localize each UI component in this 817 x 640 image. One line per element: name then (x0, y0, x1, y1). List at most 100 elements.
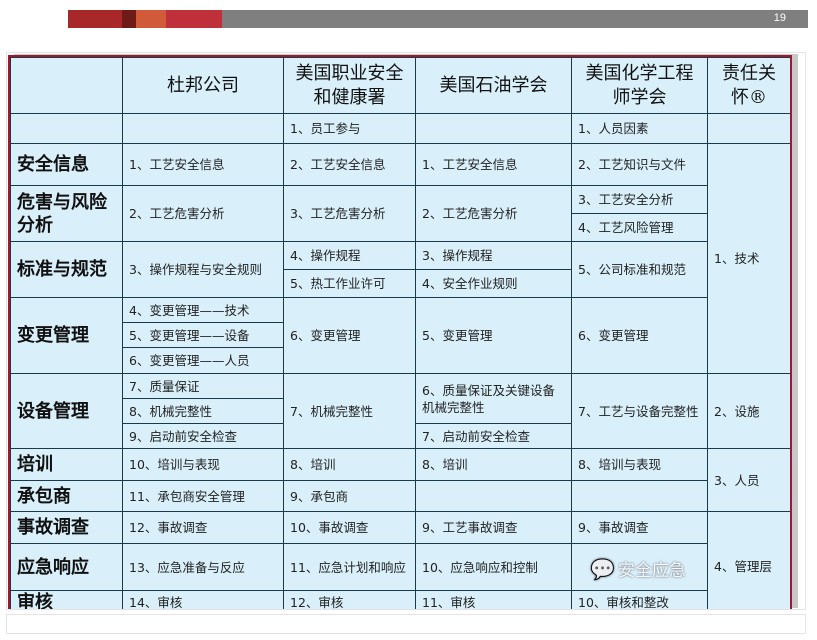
cell: 4、操作规程 (283, 241, 416, 270)
cell: 9、承包商 (283, 480, 416, 512)
header-ccps: 美国化学工程师学会 (571, 57, 708, 114)
cell: 9、启动前安全检查 (122, 423, 284, 449)
cell: 1、员工参与 (283, 113, 416, 144)
slide-header-bar: 19 (68, 10, 808, 28)
psm-comparison-table: 杜邦公司 美国职业安全和健康署 美国石油学会 美国化学工程师学会 责任关怀® 1… (10, 57, 791, 609)
cell: 4、变更管理——技术 (122, 297, 284, 323)
cell (571, 480, 708, 512)
cell: 7、启动前安全检查 (415, 423, 572, 449)
cell: 7、机械完整性 (283, 373, 416, 449)
cell: 8、机械完整性 (122, 398, 284, 424)
cell: 7、工艺与设备完整性 (571, 373, 708, 449)
cell: 12、事故调查 (122, 511, 284, 544)
cell (415, 480, 572, 512)
table-row: 1、员工参与 1、人员因素 (10, 113, 790, 144)
wechat-icon: 💬 (590, 557, 615, 581)
cell: 5、公司标准和规范 (571, 241, 708, 298)
table-row: 标准与规范 3、操作规程与安全规则 4、操作规程 3、操作规程 5、公司标准和规… (10, 241, 791, 298)
cell: 11、承包商安全管理 (122, 480, 284, 512)
cell: 9、事故调查 (571, 511, 708, 544)
cell: 11、审核 (415, 590, 572, 609)
table-row: 设备管理 7、质量保证 7、机械完整性 6、质量保证及关键设备机械完整性 7、工… (10, 373, 790, 449)
cell: 10、审核和整改 (571, 590, 708, 609)
header-cell (10, 57, 123, 114)
cell (10, 113, 123, 144)
table-row: 9、启动前安全检查 7、启动前安全检查 (11, 423, 791, 449)
category-cell: 应急响应 (10, 543, 123, 591)
cell: 3、人员 (707, 448, 790, 512)
watermark: 💬 安全应急 (590, 556, 686, 581)
cell: 6、变更管理 (283, 297, 416, 374)
cell: 2、工艺危害分析 (415, 185, 572, 242)
cell: 4、安全作业规则 (415, 269, 572, 298)
table-row: 5、热工作业许可 4、安全作业规则 (11, 269, 791, 298)
table-row: 安全信息 1、工艺安全信息 2、工艺安全信息 1、工艺安全信息 2、工艺知识与文… (10, 143, 790, 374)
cell: 6、变更管理——人员 (122, 347, 284, 374)
bar-segment (122, 10, 136, 28)
cell: 11、应急计划和响应 (283, 543, 416, 591)
cell: 12、审核 (283, 590, 416, 609)
cell: 14、审核 (122, 590, 284, 609)
header-responsible-care: 责任关怀® (707, 57, 790, 114)
cell: 1、人员因素 (571, 113, 708, 144)
bar-segment (166, 10, 222, 28)
table-row: 培训 10、培训与表现 8、培训 8、培训 8、培训与表现 3、人员 (10, 448, 790, 512)
cell (707, 113, 790, 144)
bar-segment (136, 10, 166, 28)
table-row: 5、变更管理——设备 (11, 322, 791, 348)
page-number: 19 (773, 12, 786, 24)
category-cell: 变更管理 (10, 297, 123, 374)
cell: 3、工艺危害分析 (283, 185, 416, 242)
table-row: 6、变更管理——人员 (11, 347, 791, 374)
category-cell: 培训 (10, 448, 123, 481)
category-cell: 安全信息 (10, 143, 123, 186)
cell: 2、设施 (707, 373, 790, 449)
header-osha: 美国职业安全和健康署 (283, 57, 416, 114)
table-row: 事故调查 12、事故调查 10、事故调查 9、工艺事故调查 9、事故调查 4、管… (10, 511, 790, 609)
category-cell: 设备管理 (10, 373, 123, 449)
category-cell: 承包商 (10, 480, 123, 512)
cell: 10、事故调查 (283, 511, 416, 544)
cell: 2、工艺危害分析 (122, 185, 284, 242)
cell: 6、变更管理 (571, 297, 708, 374)
cell: 6、质量保证及关键设备机械完整性 (415, 373, 572, 424)
category-cell: 标准与规范 (10, 241, 123, 298)
comparison-table-frame: 杜邦公司 美国职业安全和健康署 美国石油学会 美国化学工程师学会 责任关怀® 1… (8, 55, 792, 609)
header-api: 美国石油学会 (415, 57, 572, 114)
table-row: 危害与风险分析 2、工艺危害分析 3、工艺危害分析 2、工艺危害分析 3、工艺安… (10, 185, 791, 242)
cell: 5、热工作业许可 (283, 269, 416, 298)
category-cell: 事故调查 (10, 511, 123, 544)
cell: 1、工艺安全信息 (415, 143, 572, 186)
cell: 1、工艺安全信息 (122, 143, 284, 186)
cell (415, 113, 572, 144)
cell: 9、工艺事故调查 (415, 511, 572, 544)
watermark-text: 安全应急 (617, 561, 686, 581)
cell: 2、工艺知识与文件 (571, 143, 708, 186)
cell: 3、工艺安全分析 (571, 185, 708, 214)
cell: 5、变更管理——设备 (122, 322, 284, 348)
cell: 5、变更管理 (415, 297, 572, 374)
table-row: 变更管理 4、变更管理——技术 6、变更管理 5、变更管理 6、变更管理 (10, 297, 791, 374)
cell: 8、培训 (283, 448, 416, 481)
cell: 7、质量保证 (122, 373, 284, 399)
cell (122, 113, 284, 144)
table-row: 审核 14、审核 12、审核 11、审核 10、审核和整改 (10, 590, 791, 609)
cell: 1、技术 (707, 143, 790, 374)
cell: 8、培训与表现 (571, 448, 708, 481)
table-row: 承包商 11、承包商安全管理 9、承包商 (10, 480, 791, 512)
cell: 3、操作规程与安全规则 (122, 241, 284, 298)
cell: 13、应急准备与反应 (122, 543, 284, 591)
next-slide-panel (6, 614, 806, 634)
bar-segment (68, 10, 122, 28)
cell: 8、培训 (415, 448, 572, 481)
cell: 3、操作规程 (415, 241, 572, 270)
table-header-row: 杜邦公司 美国职业安全和健康署 美国石油学会 美国化学工程师学会 责任关怀® (10, 57, 790, 114)
category-cell: 危害与风险分析 (10, 185, 123, 242)
cell: 10、培训与表现 (122, 448, 284, 481)
header-dupont: 杜邦公司 (122, 57, 284, 114)
cell: 4、管理层 (707, 511, 790, 609)
cell: 2、工艺安全信息 (283, 143, 416, 186)
cell: 4、工艺风险管理 (571, 213, 708, 242)
category-cell: 审核 (10, 590, 123, 609)
cell: 10、应急响应和控制 (415, 543, 572, 591)
